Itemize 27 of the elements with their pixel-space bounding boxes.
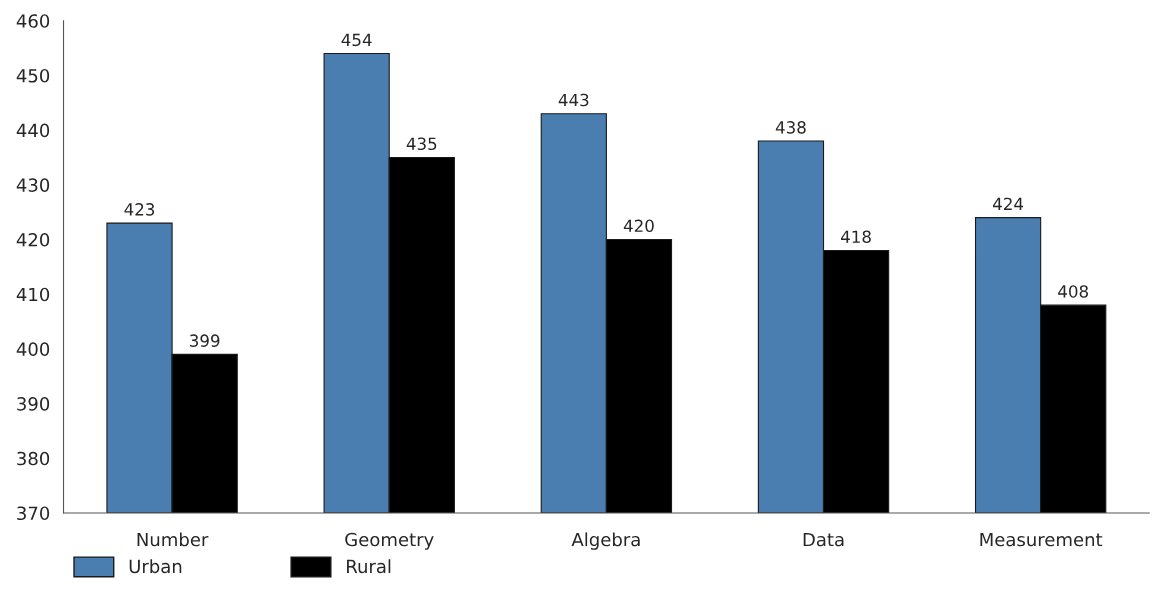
x-tick-label: Geometry xyxy=(345,532,434,550)
y-tick-label: 400 xyxy=(16,342,50,356)
data-label: 454 xyxy=(341,33,372,47)
y-tick-label: 380 xyxy=(17,451,50,466)
y-tick-label: 390 xyxy=(17,397,50,411)
x-tick-label: Algebra xyxy=(571,532,640,550)
data-label: 420 xyxy=(623,219,654,233)
y-tick-label: 460 xyxy=(16,14,50,28)
data-label: 399 xyxy=(190,334,220,347)
x-tick-label: Measurement xyxy=(980,532,1103,547)
x-tick-label: Data xyxy=(803,532,844,547)
x-tick-label: Number xyxy=(137,532,209,547)
data-label: 418 xyxy=(840,230,871,244)
y-tick-label: 420 xyxy=(16,232,50,247)
data-label: 424 xyxy=(992,197,1024,210)
y-tick-label: 430 xyxy=(16,178,50,192)
data-label: 408 xyxy=(1058,285,1088,298)
data-label: 423 xyxy=(124,203,155,216)
legend-label: Urban xyxy=(129,559,182,574)
data-label: 443 xyxy=(558,93,589,107)
data-label: 435 xyxy=(406,137,437,151)
data-label: 438 xyxy=(775,121,806,134)
legend-label: Rural xyxy=(347,559,391,574)
y-tick-label: 410 xyxy=(16,287,50,302)
y-tick-label: 370 xyxy=(17,506,50,521)
y-tick-label: 440 xyxy=(16,123,50,138)
y-tick-label: 450 xyxy=(16,68,50,83)
